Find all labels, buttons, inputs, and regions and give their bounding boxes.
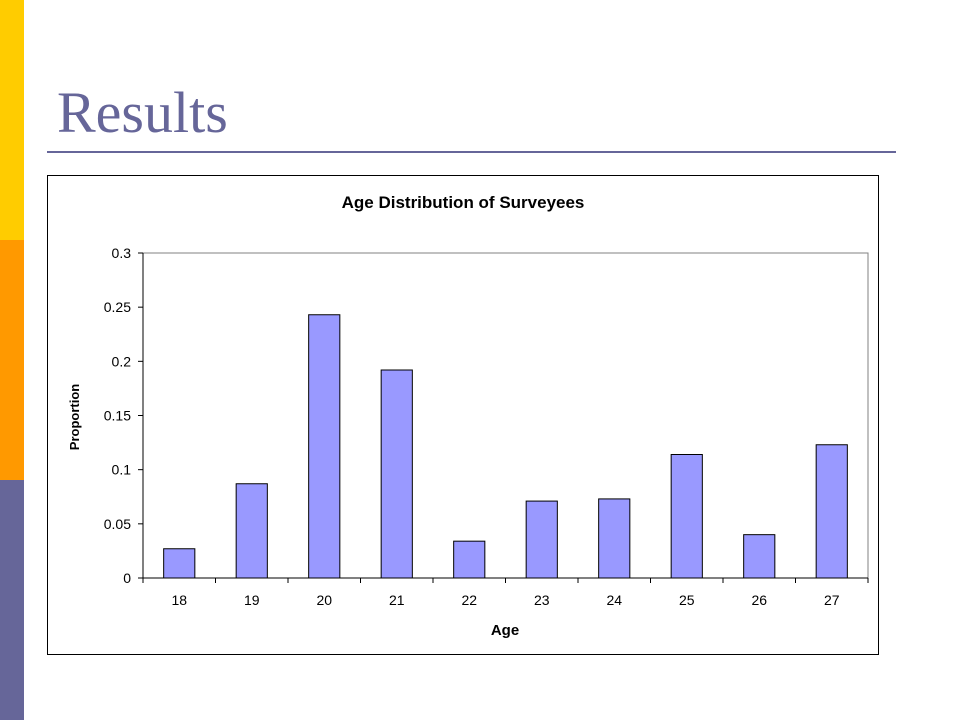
- bar-18: [163, 548, 196, 579]
- x-tick-label: 21: [389, 592, 405, 608]
- y-tick-label: 0.2: [112, 353, 132, 369]
- bar-22: [453, 540, 486, 579]
- y-tick-label: 0.3: [112, 245, 132, 261]
- age-distribution-chart: Age Distribution of Surveyees Age Propor…: [67, 193, 869, 639]
- side-accent-yellow: [0, 0, 24, 240]
- y-tick-label: 0.1: [112, 462, 132, 478]
- bar-24: [598, 498, 631, 579]
- bar-25: [670, 454, 703, 579]
- y-tick-label: 0.25: [104, 299, 131, 315]
- y-tick-label: 0.15: [104, 408, 131, 424]
- y-tick-label: 0: [123, 570, 131, 586]
- x-tick-label: 19: [244, 592, 260, 608]
- y-axis-label: Proportion: [67, 384, 82, 450]
- x-axis-label: Age: [491, 622, 519, 639]
- x-tick-label: 27: [824, 592, 840, 608]
- chart-title: Age Distribution of Surveyees: [342, 193, 585, 212]
- x-tick-label: 20: [316, 592, 332, 608]
- bar-23: [525, 500, 558, 579]
- x-tick-label: 26: [751, 592, 767, 608]
- x-tick-label: 18: [171, 592, 187, 608]
- x-tick-label: 25: [679, 592, 695, 608]
- side-accent-purple: [0, 480, 24, 720]
- bar-27: [815, 444, 848, 579]
- x-tick-label: 24: [606, 592, 622, 608]
- bar-20: [308, 314, 341, 579]
- x-tick-label: 23: [534, 592, 550, 608]
- title-divider: [47, 151, 896, 153]
- y-tick-label: 0.05: [104, 516, 131, 532]
- x-tick-label: 22: [461, 592, 477, 608]
- bar-26: [743, 534, 776, 579]
- bar-19: [235, 483, 268, 579]
- bar-21: [380, 369, 413, 579]
- chart-frame: Age Distribution of Surveyees Age Propor…: [47, 175, 879, 655]
- side-accent-orange: [0, 240, 24, 480]
- slide-title: Results: [57, 80, 228, 145]
